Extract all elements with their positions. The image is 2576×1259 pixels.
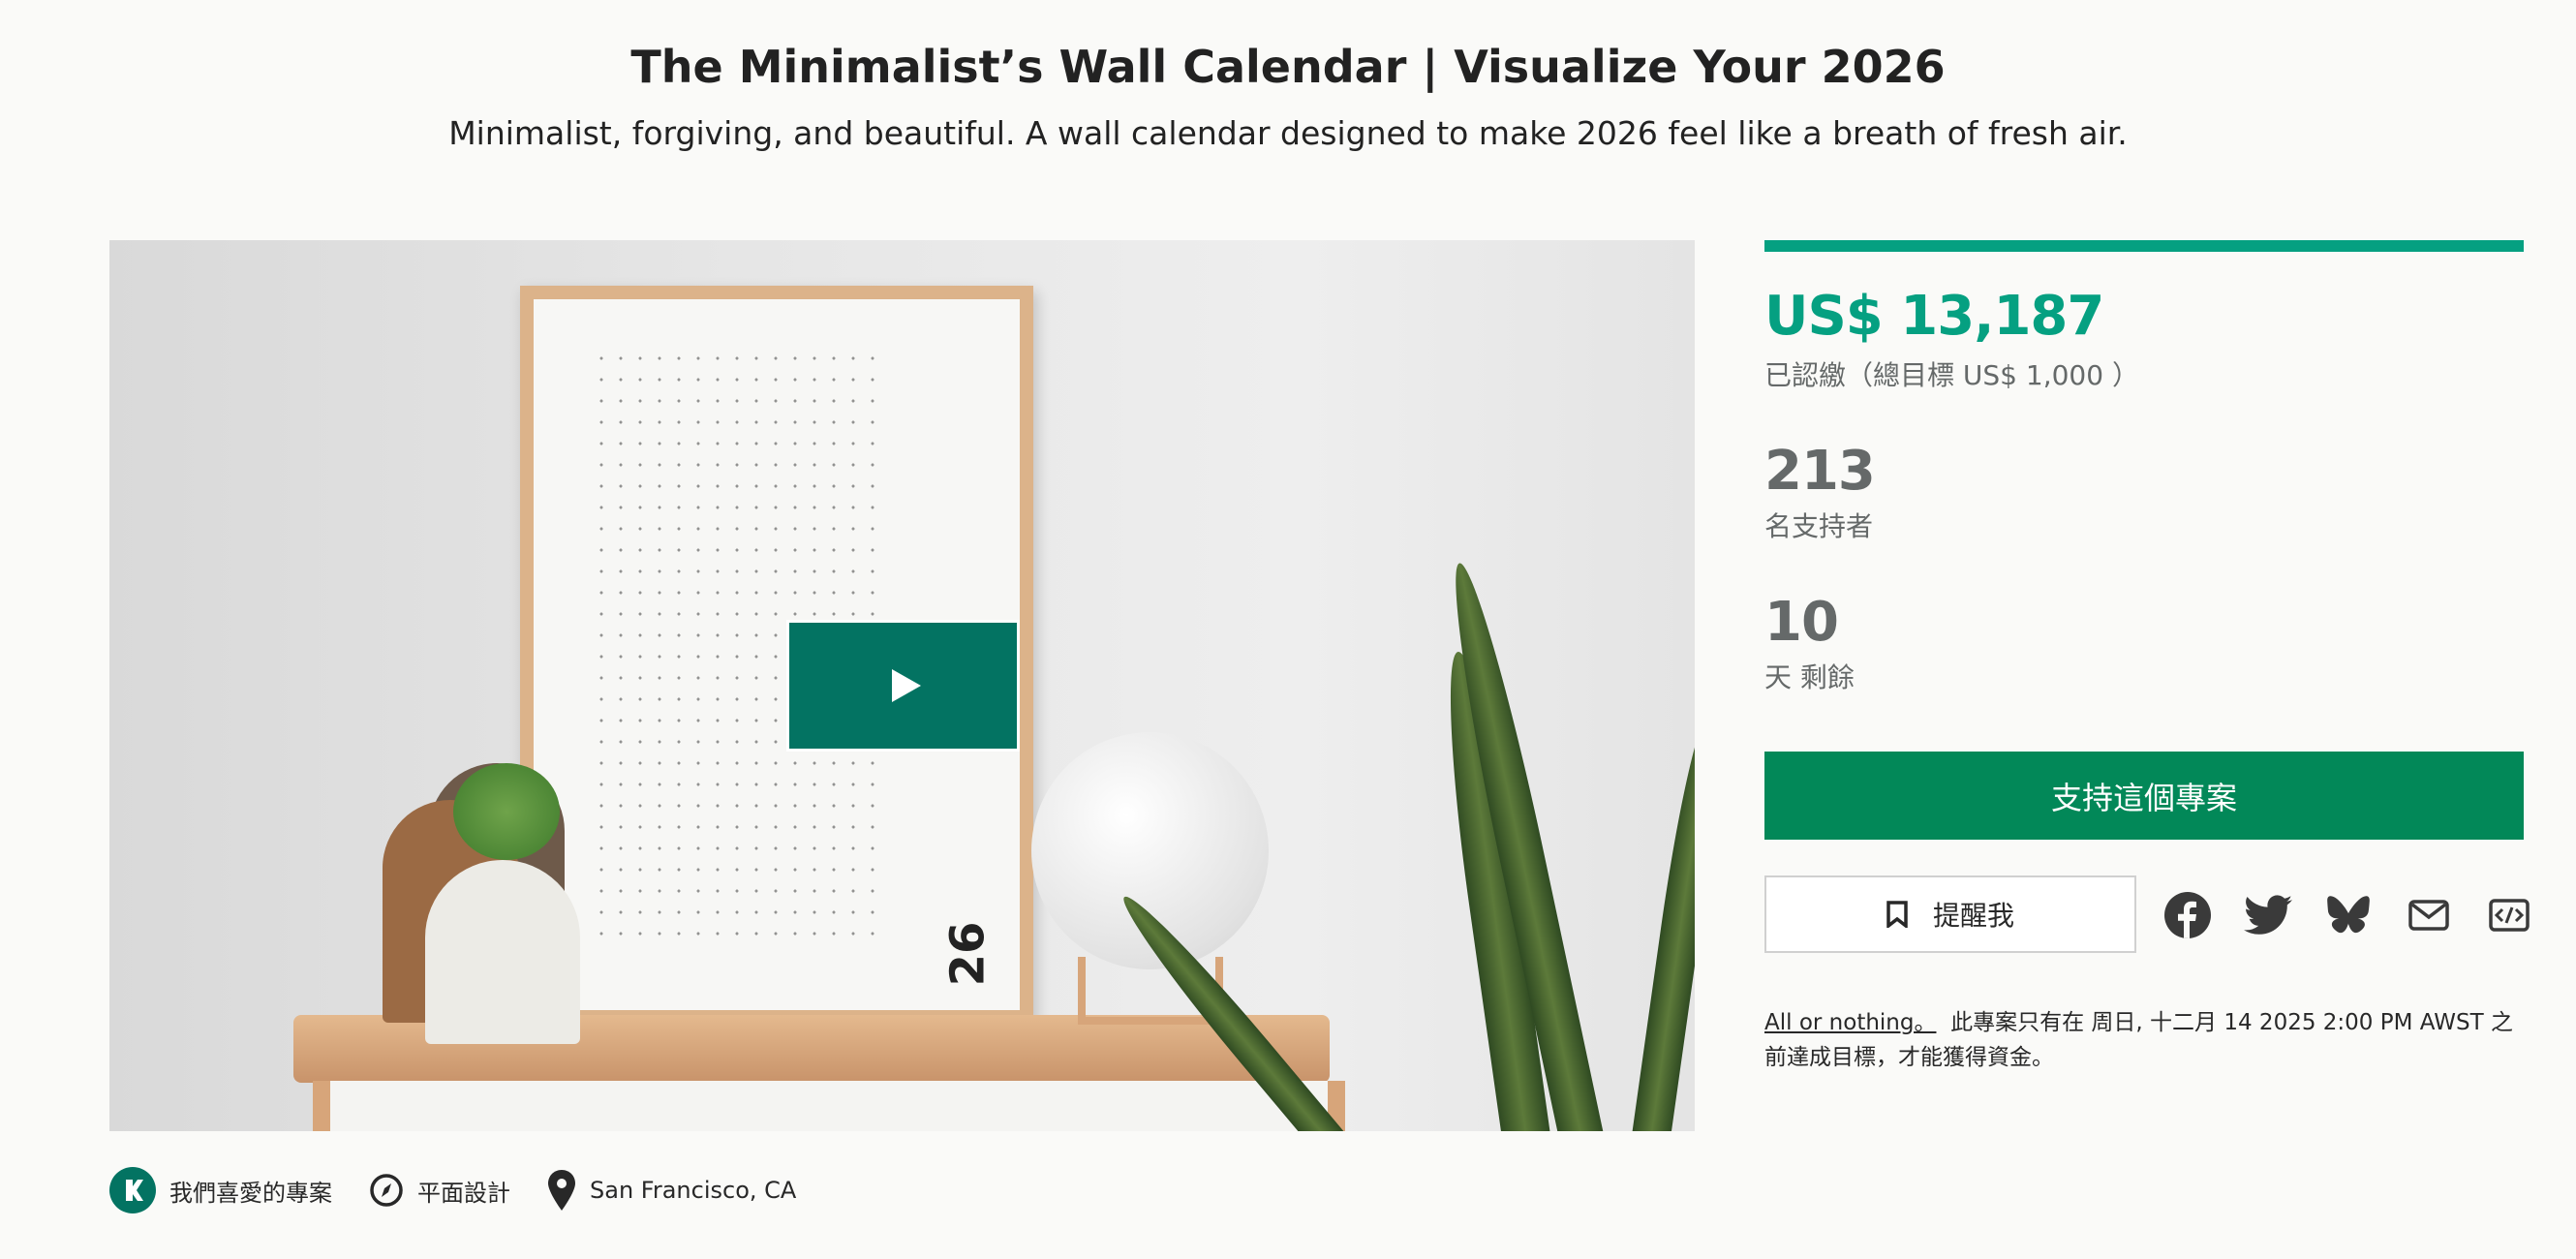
play-icon (891, 669, 921, 702)
facebook-icon[interactable] (2163, 891, 2212, 939)
twitter-icon[interactable] (2244, 891, 2292, 939)
category-tag[interactable]: 平面設計 (369, 1173, 510, 1208)
backers-label: 名支持者 (1764, 510, 1874, 542)
email-icon[interactable] (2405, 891, 2453, 939)
embed-icon[interactable] (2485, 891, 2533, 939)
remind-me-button[interactable]: 提醒我 (1764, 875, 2136, 953)
bluesky-icon[interactable] (2324, 891, 2373, 939)
location-tag[interactable]: San Francisco, CA (547, 1170, 796, 1211)
back-project-button[interactable]: 支持這個專案 (1764, 752, 2524, 840)
funding-note: All or nothing。 此專案只有在 周日, 十二月 14 2025 2… (1764, 1005, 2524, 1075)
remind-me-label: 提醒我 (1932, 900, 2014, 932)
pledged-amount: US$ 13,187 (1764, 285, 2104, 348)
projects-we-love-label: 我們喜愛的專案 (169, 1179, 332, 1207)
compass-icon (370, 1174, 403, 1207)
play-button[interactable] (786, 620, 1020, 752)
funding-panel: US$ 13,187 已認繳（總目標 US$ 1,000 ） 213 名支持者 … (1764, 240, 2530, 1070)
poster-year: 26 (940, 921, 996, 987)
projects-we-love-tag[interactable]: 我們喜愛的專案 (109, 1167, 332, 1213)
days-left-label: 天 剩餘 (1764, 661, 1855, 693)
funding-note-text: 此專案只有在 周日, 十二月 14 2025 2:00 PM AWST 之前達成… (1764, 1010, 2513, 1070)
project-video[interactable]: 26 (109, 240, 1695, 1131)
location-pin-icon (548, 1170, 575, 1211)
bookmark-icon (1886, 901, 1908, 928)
project-tags: 我們喜愛的專案 平面設計 San Francisco, CA (109, 1167, 833, 1213)
funding-progress-bar (1764, 240, 2524, 252)
location-label: San Francisco, CA (590, 1177, 797, 1204)
kickstarter-badge-icon (109, 1167, 156, 1213)
days-left-count: 10 (1764, 591, 1839, 654)
project-subtitle: Minimalist, forgiving, and beautiful. A … (448, 114, 2128, 152)
all-or-nothing-link[interactable]: All or nothing。 (1764, 1010, 1937, 1035)
backers-count: 213 (1764, 440, 1876, 503)
category-label: 平面設計 (417, 1179, 510, 1207)
pledged-label: 已認繳（總目標 US$ 1,000 ） (1764, 359, 2139, 391)
project-title: The Minimalist’s Wall Calendar | Visuali… (630, 41, 1946, 93)
